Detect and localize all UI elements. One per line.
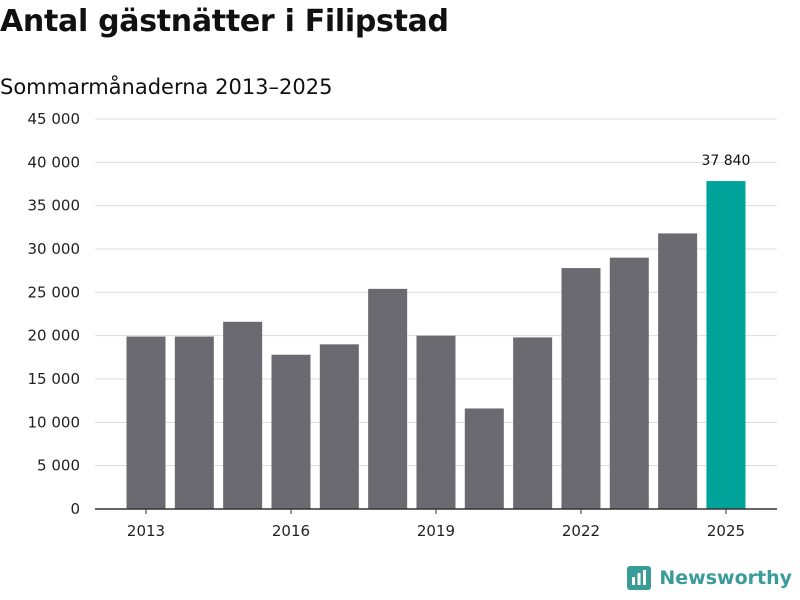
- y-tick-label: 40 000: [28, 153, 81, 171]
- y-tick-label: 5 000: [37, 457, 80, 475]
- y-tick-label: 10 000: [28, 413, 81, 431]
- bar-2018: [368, 288, 408, 509]
- bar-2014: [174, 336, 214, 509]
- bar-2021: [513, 337, 553, 509]
- x-tick-label: 2022: [562, 522, 600, 540]
- bar-2015: [223, 321, 263, 509]
- bar-2024: [658, 233, 698, 509]
- x-tick-label: 2025: [707, 522, 745, 540]
- y-tick-label: 30 000: [28, 240, 81, 258]
- x-tick-label: 2013: [127, 522, 165, 540]
- brand-footer: Newsworthy: [627, 566, 792, 590]
- y-tick-label: 15 000: [28, 370, 81, 388]
- bar-2017: [319, 344, 359, 509]
- bar-2013: [126, 336, 166, 509]
- bar-2025: [706, 181, 746, 509]
- y-tick-label: 25 000: [28, 283, 81, 301]
- bar-2022: [561, 268, 601, 509]
- y-tick-label: 45 000: [28, 110, 81, 128]
- bar-2023: [609, 257, 649, 509]
- x-tick-label: 2019: [417, 522, 455, 540]
- bar-2020: [464, 408, 504, 509]
- y-tick-label: 35 000: [28, 197, 81, 215]
- x-tick-label: 2016: [272, 522, 310, 540]
- chart-title: Antal gästnätter i Filipstad: [0, 4, 449, 39]
- bars: [126, 181, 746, 509]
- data-label: 37 840: [701, 153, 750, 169]
- axes: [95, 508, 777, 514]
- bar-2016: [271, 354, 311, 509]
- bar-2019: [416, 335, 456, 509]
- newsworthy-logo-icon: [627, 566, 652, 590]
- y-tick-label: 0: [70, 500, 80, 518]
- brand-name: Newsworthy: [659, 567, 792, 589]
- y-tick-label: 20 000: [28, 327, 81, 345]
- chart-subtitle: Sommarmånaderna 2013–2025: [0, 75, 333, 99]
- labels: 0 5 000 10 000 15 000 20 000 25 000 30 000 35 0…: [28, 110, 751, 540]
